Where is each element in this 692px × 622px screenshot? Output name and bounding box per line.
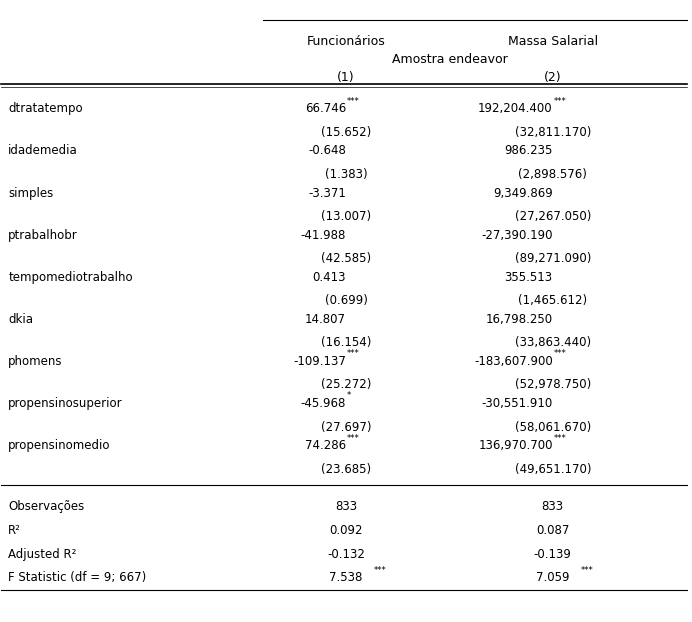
Text: (32,811.170): (32,811.170): [515, 126, 591, 139]
Text: ***: ***: [374, 566, 386, 575]
Text: Massa Salarial: Massa Salarial: [508, 35, 598, 49]
Text: 7.059: 7.059: [536, 571, 570, 584]
Text: simples: simples: [8, 187, 53, 200]
Text: ***: ***: [554, 350, 566, 358]
Text: -0.648: -0.648: [308, 144, 346, 157]
Text: 9,349.869: 9,349.869: [493, 187, 553, 200]
Text: (16.154): (16.154): [321, 337, 371, 350]
Text: -0.132: -0.132: [327, 547, 365, 560]
Text: (25.272): (25.272): [321, 379, 371, 391]
Text: Amostra endeavor: Amostra endeavor: [392, 53, 507, 66]
Text: -109.137: -109.137: [293, 355, 346, 368]
Text: -27,390.190: -27,390.190: [481, 229, 553, 241]
Text: ***: ***: [347, 434, 359, 443]
Text: 833: 833: [335, 501, 357, 514]
Text: propensinomedio: propensinomedio: [8, 439, 111, 452]
Text: 74.286: 74.286: [305, 439, 346, 452]
Text: (15.652): (15.652): [321, 126, 371, 139]
Text: ***: ***: [554, 97, 566, 106]
Text: (58,061.670): (58,061.670): [515, 420, 591, 434]
Text: (2): (2): [544, 72, 562, 85]
Text: (89,271.090): (89,271.090): [515, 252, 591, 265]
Text: -0.139: -0.139: [534, 547, 572, 560]
Text: 0.413: 0.413: [313, 271, 346, 284]
Text: 136,970.700: 136,970.700: [478, 439, 553, 452]
Text: dkia: dkia: [8, 313, 33, 326]
Text: propensinosuperior: propensinosuperior: [8, 397, 123, 410]
Text: (23.685): (23.685): [321, 463, 371, 476]
Text: ***: ***: [347, 97, 359, 106]
Text: (33,863.440): (33,863.440): [515, 337, 591, 350]
Text: (13.007): (13.007): [321, 210, 371, 223]
Text: 14.807: 14.807: [305, 313, 346, 326]
Text: Funcionários: Funcionários: [307, 35, 385, 49]
Text: (52,978.750): (52,978.750): [515, 379, 591, 391]
Text: 355.513: 355.513: [504, 271, 553, 284]
Text: -30,551.910: -30,551.910: [482, 397, 553, 410]
Text: 986.235: 986.235: [504, 144, 553, 157]
Text: tempomediotrabalho: tempomediotrabalho: [8, 271, 133, 284]
Text: ***: ***: [347, 350, 359, 358]
Text: -183,607.900: -183,607.900: [474, 355, 553, 368]
Text: (49,651.170): (49,651.170): [515, 463, 591, 476]
Text: 16,798.250: 16,798.250: [486, 313, 553, 326]
Text: ptrabalhobr: ptrabalhobr: [8, 229, 78, 241]
Text: F Statistic (df = 9; 667): F Statistic (df = 9; 667): [8, 571, 147, 584]
Text: dtratatempo: dtratatempo: [8, 103, 83, 115]
Text: (42.585): (42.585): [321, 252, 371, 265]
Text: ***: ***: [581, 566, 593, 575]
Text: R²: R²: [8, 524, 21, 537]
Text: 7.538: 7.538: [329, 571, 363, 584]
Text: -45.968: -45.968: [300, 397, 346, 410]
Text: (2,898.576): (2,898.576): [518, 168, 588, 181]
Text: (27,267.050): (27,267.050): [515, 210, 591, 223]
Text: (1): (1): [337, 72, 355, 85]
Text: idademedia: idademedia: [8, 144, 78, 157]
Text: Adjusted R²: Adjusted R²: [8, 547, 77, 560]
Text: (1.383): (1.383): [325, 168, 367, 181]
Text: phomens: phomens: [8, 355, 63, 368]
Text: 833: 833: [542, 501, 564, 514]
Text: (1,465.612): (1,465.612): [518, 294, 588, 307]
Text: Observações: Observações: [8, 501, 84, 514]
Text: -3.371: -3.371: [308, 187, 346, 200]
Text: (0.699): (0.699): [325, 294, 367, 307]
Text: 192,204.400: 192,204.400: [478, 103, 553, 115]
Text: (27.697): (27.697): [321, 420, 371, 434]
Text: 0.092: 0.092: [329, 524, 363, 537]
Text: *: *: [347, 391, 351, 401]
Text: ***: ***: [554, 434, 566, 443]
Text: -41.988: -41.988: [300, 229, 346, 241]
Text: 66.746: 66.746: [304, 103, 346, 115]
Text: 0.087: 0.087: [536, 524, 570, 537]
